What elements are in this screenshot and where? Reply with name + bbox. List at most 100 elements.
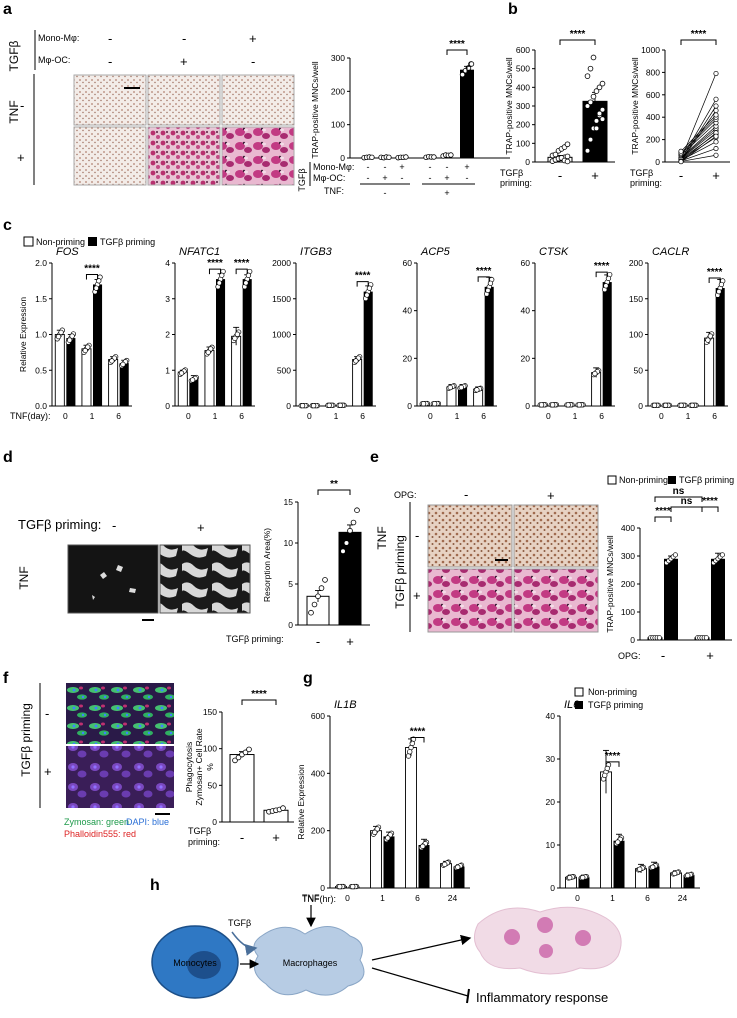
panel-d-images: TGFβ priming: - + TNF: [17, 517, 251, 621]
c4-data-point: [603, 283, 609, 289]
e-sig-label: ns: [673, 486, 685, 497]
c1-x-tick-label: 6: [239, 411, 244, 421]
d-data-point: [318, 585, 325, 591]
c3-y-tick-label: 0: [407, 401, 412, 411]
d-y-tick-label: 10: [284, 538, 294, 548]
f-data-point: [242, 749, 249, 756]
e-row-minus: -: [415, 528, 419, 543]
d-priming-plus: +: [197, 520, 205, 535]
a-table-tgfb: TGFβ: [297, 168, 307, 191]
g0-bar-non: [370, 830, 382, 889]
panel-f-images: TGFβ priming - + Zymosan: green DAPI: bl…: [19, 683, 174, 839]
b2-pair-line: [680, 116, 717, 154]
a-table-tnf-mark: +: [444, 188, 449, 198]
b1-data-point: [552, 151, 559, 158]
b2-data-point: [713, 139, 719, 145]
b2-y-tick-label: 200: [646, 135, 660, 145]
a-data-point: [448, 152, 454, 158]
g1-data-point: [615, 839, 621, 845]
e-legend-non: Non-priming: [619, 475, 668, 485]
c1-sig-bracket: [235, 268, 248, 275]
c-y-label: Relative Expression: [18, 297, 28, 372]
f-y-label: Phagocytosis: [184, 742, 194, 793]
f-y-tick-label: 100: [203, 744, 217, 754]
a-data-point: [468, 61, 475, 67]
g1-y-tick-label: 30: [546, 754, 556, 764]
g0-y-tick-label: 600: [311, 711, 325, 721]
b1-data-point: [587, 136, 594, 143]
c2-y-tick-label: 2000: [272, 258, 291, 268]
c5-bar-tgf: [715, 288, 725, 406]
c0-sig-bracket: [85, 273, 99, 280]
c2-bar-non: [352, 359, 363, 407]
c0-data-point: [82, 347, 88, 354]
c3-x-tick-label: 1: [455, 411, 460, 421]
g0-y-tick-label: 200: [311, 826, 325, 836]
b1-data-point: [596, 110, 603, 117]
c5-data-point: [651, 402, 658, 408]
b2-pair-line: [680, 148, 717, 162]
d-x-tick-label: -: [316, 634, 320, 649]
e-priming-label: TGFβ priming: [393, 535, 407, 609]
panel-label-e: e: [370, 449, 379, 466]
panel-label-b: b: [508, 1, 518, 18]
b2-pair-line: [680, 132, 717, 162]
b2-data-point: [713, 133, 719, 139]
a-img-6: [221, 126, 295, 186]
g0-gene-name: IL1B: [334, 699, 357, 711]
a-tnf-header: TNF: [7, 100, 21, 123]
tgfb-arrow: [231, 931, 258, 956]
b2-data-point: [713, 96, 719, 102]
d-priming-label: TGFβ priming:: [18, 517, 101, 532]
b1-data-point: [593, 88, 600, 94]
c2-data-point: [299, 403, 306, 409]
g1-y-tick-label: 10: [546, 840, 556, 850]
a-sig-label: ****: [449, 39, 465, 50]
e-tnf-label: TNF: [375, 526, 389, 549]
d-data-point: [322, 577, 328, 583]
osteoclast-arrow: [371, 934, 472, 961]
c4-x-tick-label: 6: [599, 411, 604, 421]
g0-bar-tgf: [383, 836, 395, 888]
panel-label-f: f: [3, 670, 9, 687]
b2-x-tick-label: +: [712, 168, 720, 183]
d-y-label: Resorption Area(%): [262, 528, 272, 602]
f-y-label-3: %: [205, 763, 215, 771]
a-table-mark: -: [446, 162, 449, 172]
c0-data-point: [120, 361, 126, 368]
c2-sig-label: ****: [355, 271, 371, 282]
a-data-point: [386, 154, 392, 161]
c4-x-tick-label: 1: [573, 411, 578, 421]
b1-data-point: [564, 158, 571, 165]
e-img-4: [513, 568, 599, 633]
c4-bar-non: [591, 372, 602, 407]
b1-y-tick-label: 100: [516, 138, 530, 148]
c2-x-tick-label: 6: [360, 411, 365, 421]
c1-x-tick-label: 0: [186, 411, 191, 421]
c5-y-tick-label: 100: [629, 330, 643, 340]
osteoclast-nucleus-4: [575, 930, 591, 946]
c2-data-point: [310, 403, 317, 409]
c1-gene-name: NFATC1: [179, 246, 220, 258]
inflammatory-label: Inflammatory response: [476, 990, 608, 1005]
e-img-3: [427, 568, 513, 633]
b2-data-point: [713, 70, 719, 77]
b1-y-tick-label: 500: [516, 64, 530, 74]
f-x-tick-label: +: [272, 830, 280, 845]
c3-x-tick-label: 0: [428, 411, 433, 421]
c4-y-tick-label: 20: [521, 353, 531, 363]
c0-sig-label: ****: [84, 263, 100, 274]
d-data-point: [347, 527, 353, 534]
c3-data-point: [474, 387, 480, 393]
f-y-tick-label: 50: [208, 780, 218, 790]
c5-y-tick-label: 200: [629, 258, 643, 268]
e-img-2: [513, 504, 599, 568]
f-row-minus: -: [45, 706, 49, 721]
e-y-label: TRAP-positive MNCs/well: [605, 535, 615, 632]
b2-data-point: [678, 159, 684, 165]
e-data-point: [703, 635, 709, 641]
c2-bar-tgf: [363, 291, 373, 406]
b2-pair-line: [680, 154, 717, 162]
